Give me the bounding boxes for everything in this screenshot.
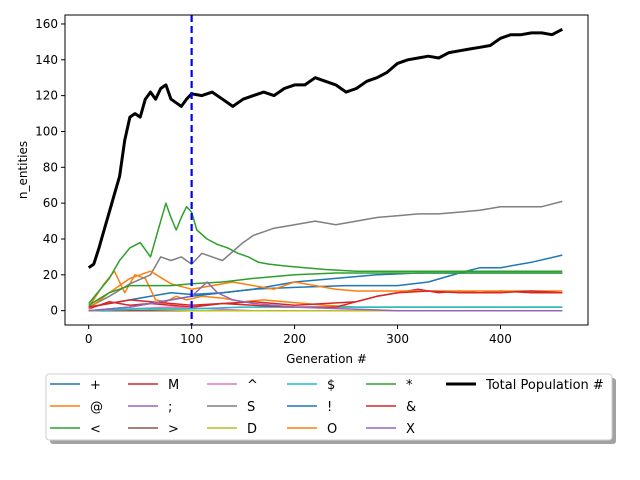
legend-box (45, 373, 613, 441)
y-tick-label: 120 (35, 89, 58, 103)
series-line-15 (87, 27, 563, 269)
legend: + @ < M; > ^ SD $! O * & X Total Population # (45, 373, 616, 444)
y-tick-label: 160 (35, 17, 58, 31)
y-tick-label: 20 (43, 268, 58, 282)
legend-label-14: X (406, 422, 415, 437)
x-tick-label: 300 (386, 332, 409, 346)
series-line-14 (88, 281, 563, 312)
legend-label-9: $ (327, 378, 335, 393)
legend-label-12: * (406, 378, 413, 393)
legend-label-10: ! (327, 400, 332, 415)
series-line-2 (88, 202, 563, 304)
series-line-7 (88, 200, 563, 308)
y-tick-label: 40 (43, 232, 58, 246)
y-tick-label: 0 (50, 304, 58, 318)
legend-label-7: S (247, 400, 255, 415)
y-axis-label: n_entities (16, 141, 30, 199)
legend-label-15: Total Population # (485, 378, 604, 393)
legend-label-5: > (168, 422, 179, 437)
legend-label-3: M (168, 378, 179, 393)
legend-label-8: D (247, 422, 257, 437)
legend-label-6: ^ (247, 378, 258, 393)
legend-label-13: & (406, 400, 416, 415)
legend-label-0: + (90, 378, 101, 393)
series-line-12 (88, 272, 563, 306)
axes: 0 100 200 300 400 0 20 40 60 80 100 120 140 160 (35, 14, 589, 346)
y-tick-label: 100 (35, 124, 58, 138)
y-tick-label: 60 (43, 196, 58, 210)
y-tick-label: 140 (35, 53, 58, 67)
legend-label-11: O (327, 422, 337, 437)
legend-label-2: < (90, 422, 101, 437)
legend-label-1: @ (90, 400, 103, 415)
plot-area (87, 15, 563, 325)
x-tick-label: 200 (283, 332, 306, 346)
series-line-0 (88, 254, 563, 308)
x-axis-label: Generation # (286, 352, 367, 366)
plot-frame (64, 14, 589, 326)
x-tick-label: 400 (489, 332, 512, 346)
legend-label-4: ; (168, 400, 172, 415)
y-tick-label: 80 (43, 160, 58, 174)
x-tick-label: 0 (85, 332, 93, 346)
series-line-11 (88, 270, 563, 310)
x-tick-label: 100 (180, 332, 203, 346)
